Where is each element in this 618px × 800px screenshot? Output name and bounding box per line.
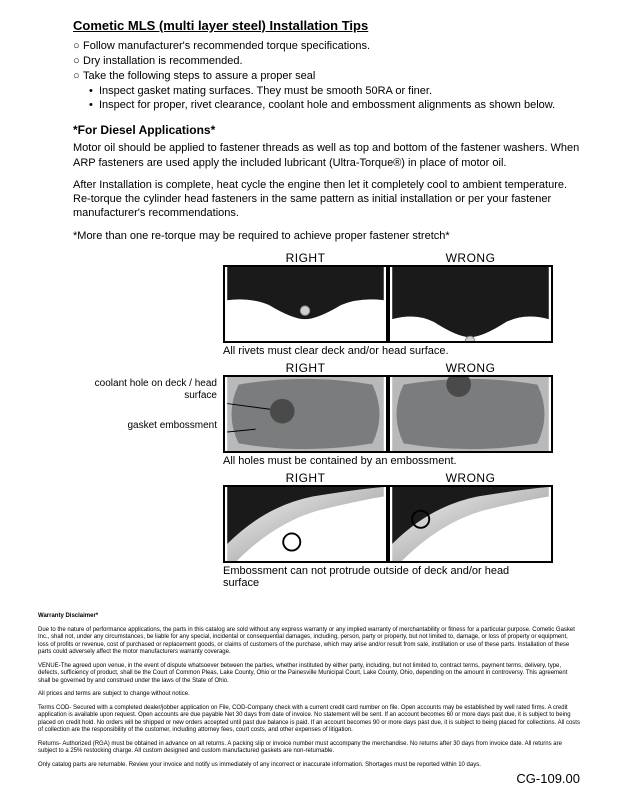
label-right: RIGHT (223, 361, 388, 375)
diagram-area: RIGHT WRONG All rivets must clear deck a… (73, 251, 580, 589)
panel-hole-right (223, 375, 388, 453)
warranty-footer: Warranty Disclaimer* Due to the nature o… (38, 613, 580, 769)
label-wrong: WRONG (388, 471, 553, 485)
label-wrong: WRONG (388, 251, 553, 265)
diagram-block-rivets: RIGHT WRONG All rivets must clear deck a… (73, 251, 580, 357)
label-right: RIGHT (223, 471, 388, 485)
intro-item: Take the following steps to assure a pro… (83, 69, 315, 84)
label-wrong: WRONG (388, 361, 553, 375)
footer-para: Due to the nature of performance applica… (38, 627, 580, 657)
diesel-paragraph: Motor oil should be applied to fastener … (73, 141, 580, 170)
intro-item: Dry installation is recommended. (83, 54, 243, 69)
panel-rivet-wrong (388, 265, 553, 343)
page-number: CG-109.00 (516, 771, 580, 786)
caption-holes: All holes must be contained by an emboss… (223, 455, 580, 467)
diagram-block-emboss: RIGHT WRONG (73, 471, 580, 589)
footer-para: Returns- Authorized (RGA) must be obtain… (38, 741, 580, 756)
side-label-emboss: gasket embossment (73, 420, 217, 432)
footer-heading: Warranty Disclaimer* (38, 613, 580, 621)
diesel-heading: *For Diesel Applications* (73, 123, 580, 137)
intro-subitem: Inspect for proper, rivet clearance, coo… (99, 98, 555, 113)
panel-emboss-right (223, 485, 388, 563)
diesel-paragraph: After Installation is complete, heat cyc… (73, 178, 580, 221)
diagram-block-holes: RIGHT WRONG coolant hole on deck / head … (73, 361, 580, 467)
footer-para: Terms COD- Secured with a completed deal… (38, 705, 580, 735)
panel-hole-wrong (388, 375, 553, 453)
intro-list: ○Follow manufacturer's recommended torqu… (73, 39, 580, 113)
caption-emboss: Embossment can not protrude outside of d… (223, 565, 523, 589)
caption-rivets: All rivets must clear deck and/or head s… (223, 345, 580, 357)
label-right: RIGHT (223, 251, 388, 265)
intro-subitem: Inspect gasket mating surfaces. They mus… (99, 84, 432, 99)
footer-para: VENUE-The agreed upon venue, in the even… (38, 663, 580, 686)
footer-para: All prices and terms are subject to chan… (38, 691, 580, 699)
page-title: Cometic MLS (multi layer steel) Installa… (73, 18, 580, 33)
diesel-note: *More than one re-torque may be required… (73, 229, 580, 243)
intro-item: Follow manufacturer's recommended torque… (83, 39, 370, 54)
side-label-coolant: coolant hole on deck / head surface (73, 378, 217, 402)
footer-para: Only catalog parts are returnable. Revie… (38, 762, 580, 770)
panel-rivet-right (223, 265, 388, 343)
panel-emboss-wrong (388, 485, 553, 563)
